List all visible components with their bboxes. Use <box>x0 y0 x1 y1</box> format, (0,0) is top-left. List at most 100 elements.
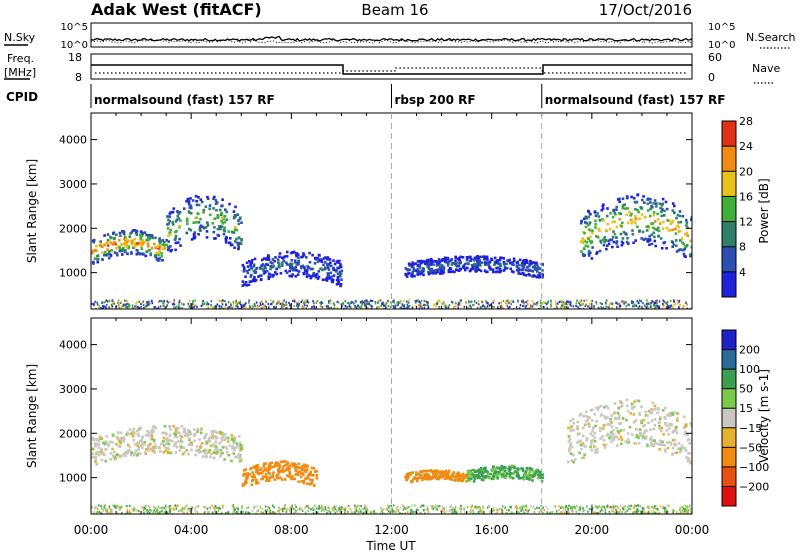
echo-cell <box>426 264 429 268</box>
echo-cell <box>567 426 570 430</box>
echo-cell <box>306 475 310 478</box>
clutter-cell <box>647 306 649 309</box>
echo-cell <box>594 214 598 218</box>
echo-cell <box>132 241 136 245</box>
echo-cell <box>101 258 104 261</box>
clutter-cell <box>469 510 472 514</box>
echo-cell <box>671 228 675 232</box>
echo-cell <box>173 435 177 439</box>
clutter-cell <box>393 301 395 304</box>
clutter-cell <box>501 509 503 512</box>
clutter-cell <box>110 304 113 307</box>
clutter-cell <box>233 508 235 511</box>
echo-cell <box>508 258 511 262</box>
echo-cell <box>312 274 315 277</box>
clutter-cell <box>262 511 265 514</box>
clutter-cell <box>435 305 437 308</box>
clutter-cell <box>542 508 545 511</box>
clutter-cell <box>368 303 371 306</box>
clutter-cell <box>482 507 484 510</box>
echo-cell <box>605 405 608 408</box>
colorbar-tick-label: −15 <box>739 422 762 435</box>
echo-cell <box>337 280 340 284</box>
echo-cell <box>520 263 524 267</box>
clutter-cell <box>625 305 628 308</box>
echo-cell <box>419 473 422 477</box>
clutter-cell <box>97 510 99 513</box>
echo-cell <box>608 227 612 231</box>
clutter-cell <box>392 504 395 507</box>
echo-cell <box>184 433 188 436</box>
clutter-cell <box>555 305 558 309</box>
clutter-cell <box>165 508 167 511</box>
clutter-cell <box>401 306 403 309</box>
echo-cell <box>199 431 203 435</box>
echo-cell <box>572 453 575 457</box>
echo-cell <box>305 272 309 276</box>
colorbar-tick-label: 12 <box>739 216 753 229</box>
echo-cell <box>168 425 172 428</box>
echo-cell <box>117 438 121 441</box>
echo-cell <box>252 278 255 282</box>
clutter-cell <box>455 304 457 307</box>
echo-cell <box>623 203 626 206</box>
echo-cell <box>533 474 536 478</box>
echo-cell <box>617 422 621 425</box>
echo-cell <box>591 231 594 235</box>
echo-cell <box>136 451 140 455</box>
clutter-cell <box>113 302 115 305</box>
clutter-cell <box>293 300 296 303</box>
echo-cell <box>615 416 619 420</box>
echo-cell <box>309 482 313 486</box>
echo-cell <box>276 477 279 480</box>
echo-cell <box>511 261 514 264</box>
clutter-cell <box>405 507 407 510</box>
echo-cell <box>115 442 118 446</box>
echo-cell <box>109 235 112 239</box>
echo-cell <box>671 245 674 248</box>
clutter-cell <box>510 303 513 306</box>
echo-cell <box>603 236 606 239</box>
clutter-cell <box>627 303 629 307</box>
echo-cell <box>93 257 97 260</box>
echo-cell <box>686 234 690 237</box>
echo-cell <box>122 246 125 250</box>
echo-cell <box>447 270 451 274</box>
echo-cell <box>132 246 135 249</box>
echo-cell <box>587 422 591 426</box>
clutter-cell <box>619 504 622 507</box>
echo-cell <box>303 268 307 271</box>
clutter-cell <box>364 299 366 303</box>
freq-tick-low: 8 <box>75 71 82 84</box>
clutter-cell <box>637 306 639 309</box>
echo-cell <box>203 434 207 438</box>
clutter-cell <box>622 300 625 303</box>
echo-cell <box>674 451 677 455</box>
clutter-cell <box>104 508 107 511</box>
clutter-cell <box>479 306 482 309</box>
echo-cell <box>113 455 116 459</box>
echo-cell <box>678 214 682 218</box>
clutter-cell <box>374 302 377 305</box>
echo-cell <box>606 423 609 426</box>
echo-cell <box>261 258 264 262</box>
nave-tick-low: 0 <box>708 71 715 84</box>
echo-cell <box>529 262 532 266</box>
clutter-cell <box>336 510 338 513</box>
echo-cell <box>139 230 143 233</box>
clutter-cell <box>211 511 214 514</box>
echo-cell <box>419 476 423 479</box>
clutter-cell <box>328 510 330 513</box>
echo-cell <box>92 455 95 459</box>
echo-cell <box>99 244 102 247</box>
clutter-cell <box>117 299 120 302</box>
clutter-cell <box>331 508 334 511</box>
clutter-cell <box>434 506 436 509</box>
echo-cell <box>291 475 294 478</box>
echo-cell <box>433 476 437 479</box>
clutter-cell <box>560 506 562 509</box>
echo-cell <box>167 218 170 222</box>
clutter-cell <box>438 299 441 303</box>
clutter-cell <box>682 510 684 513</box>
clutter-cell <box>440 509 442 513</box>
